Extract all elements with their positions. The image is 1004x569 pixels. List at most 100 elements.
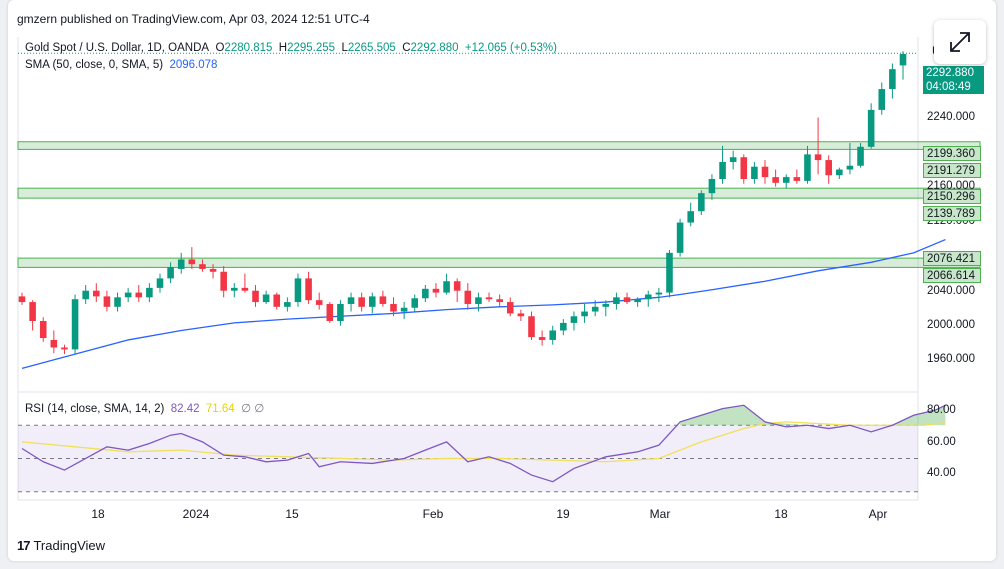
candle-body [676, 222, 684, 253]
symbol-legend[interactable]: Gold Spot / U.S. Dollar, 1D, OANDA O2280… [25, 42, 557, 54]
candle-body [655, 292, 663, 295]
candle-body [61, 347, 68, 350]
candle-body [708, 179, 716, 194]
rsi-label: RSI (14, close, SMA, 14, 2) [25, 403, 165, 415]
candle-body [899, 54, 907, 66]
candle-body [698, 193, 705, 212]
candle-body [411, 298, 419, 308]
current-price-label: 2292.880 [923, 66, 984, 80]
candle-body [315, 300, 323, 305]
candle-body [613, 297, 620, 304]
rsi-legend[interactable]: RSI (14, close, SMA, 14, 2) 82.42 71.64 … [25, 401, 264, 415]
candle-body [252, 290, 259, 303]
time-tick: 15 [285, 507, 299, 521]
zone-bottom-label: 2066.614 [923, 268, 981, 283]
candle-body [506, 302, 514, 314]
candle-body [379, 296, 387, 304]
sma-legend[interactable]: SMA (50, close, 0, SMA, 5) 2096.078 [25, 59, 217, 71]
candle-body [772, 177, 779, 183]
low-label: L [341, 42, 348, 54]
candle-body [793, 177, 801, 181]
candle-body [453, 281, 461, 291]
open-label: O [215, 42, 225, 54]
candle-body [666, 252, 673, 293]
candle-body [39, 321, 47, 339]
candle-body [825, 160, 832, 176]
candle-body [729, 157, 737, 162]
candle-body [740, 157, 748, 179]
time-tick: 19 [556, 507, 570, 521]
time-tick: 18 [91, 507, 105, 521]
time-tick: 18 [774, 507, 788, 521]
candle-body [782, 177, 790, 183]
candle-body [103, 296, 111, 307]
candle-body [177, 259, 185, 269]
candle-body [114, 297, 121, 307]
expand-icon [950, 32, 970, 52]
candle-body [549, 330, 557, 340]
candle-body [634, 299, 641, 303]
candle-body [644, 294, 652, 300]
support-zone [17, 257, 981, 268]
candle-body [347, 297, 355, 304]
price-tick: 1960.000 [927, 353, 975, 365]
rsi-ma-line [21, 421, 946, 463]
tv-logo-text: TradingView [33, 538, 106, 553]
candle-body [156, 278, 164, 288]
time-tick: Mar [649, 507, 671, 521]
zone-bottom-label: 2139.789 [923, 206, 981, 221]
candle-body [591, 306, 599, 312]
candle-body [878, 89, 886, 110]
sma-value: 2096.078 [169, 59, 218, 71]
sma-label: SMA (50, close, 0, SMA, 5) [25, 59, 164, 71]
candle-body [485, 297, 493, 300]
candle-body [814, 154, 822, 161]
chart-card [8, 0, 996, 561]
candle-body [751, 166, 758, 179]
candle-body [294, 278, 302, 303]
candle-body [687, 211, 695, 223]
candle-body [464, 290, 472, 304]
candle-body [358, 297, 365, 307]
candle-body [400, 307, 408, 312]
zone-top-label: 2076.421 [923, 251, 981, 266]
zone-bottom-label: 2191.279 [923, 163, 981, 178]
candle-body [135, 292, 143, 298]
candle-body [18, 296, 26, 303]
candle-body [284, 302, 291, 307]
rsi-ma-value: 71.64 [205, 403, 235, 415]
candle-body [82, 290, 89, 300]
low-value: 2265.505 [347, 42, 396, 54]
expand-button[interactable] [934, 20, 986, 64]
rsi-overbought-fill [680, 405, 946, 426]
zone-top-label: 2199.360 [923, 146, 981, 161]
price-tick: 2000.000 [927, 319, 975, 331]
candle-body [326, 303, 334, 321]
rsi-value: 82.42 [170, 403, 200, 415]
candle-body [337, 303, 344, 321]
candle-body [167, 267, 174, 279]
candle-body [305, 278, 312, 301]
candle-body [220, 271, 227, 291]
candle-body [50, 339, 58, 348]
candle-body [93, 290, 100, 297]
price-tick: 2240.000 [927, 111, 975, 123]
candle-body [262, 294, 270, 303]
candle-body [146, 287, 153, 298]
high-label: H [278, 42, 288, 54]
tradingview-logo[interactable]: 17 TradingView [17, 538, 105, 553]
candle-body [836, 169, 843, 176]
time-tick: Feb [422, 507, 444, 521]
close-label: C [402, 42, 411, 54]
support-zone [17, 141, 981, 150]
candle-body [570, 316, 578, 323]
candle-body [867, 109, 875, 147]
countdown-label: 04:08:49 [923, 80, 984, 94]
sma-line [21, 238, 946, 369]
candle-body [124, 292, 132, 298]
candle-body [443, 281, 450, 293]
candle-body [538, 337, 546, 340]
candle-body [761, 166, 769, 178]
